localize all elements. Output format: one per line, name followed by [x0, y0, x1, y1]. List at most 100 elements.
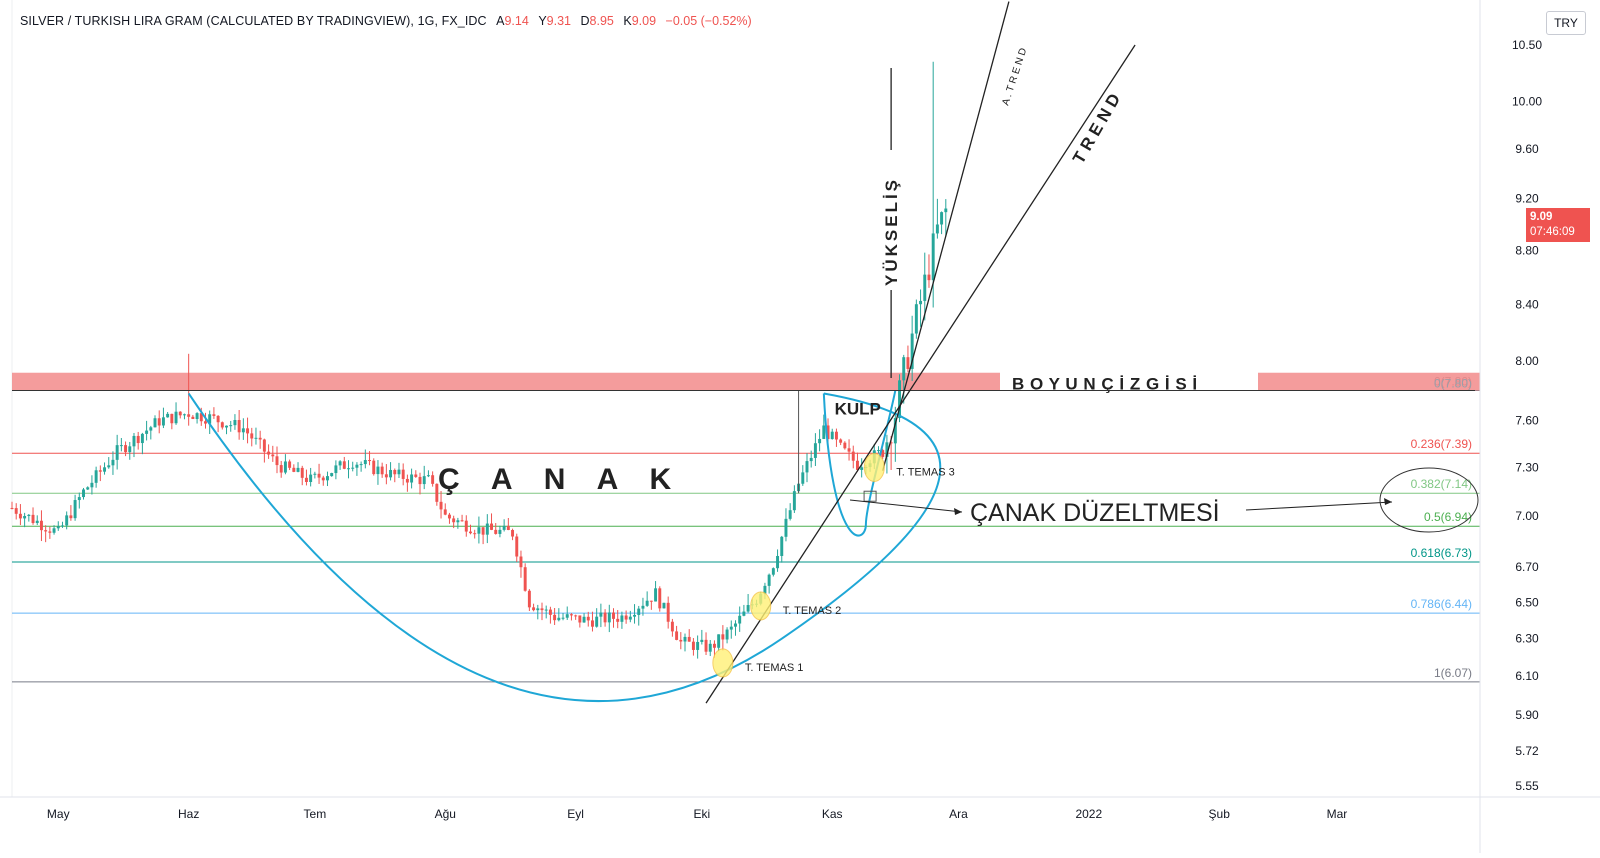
candle-body: [645, 600, 649, 606]
fib-0-band-label: 0(7.80): [1434, 376, 1472, 390]
candle-body: [317, 473, 321, 478]
candle-body: [27, 514, 31, 517]
candle-body: [178, 411, 182, 416]
candle-body: [439, 501, 443, 510]
candle-body: [830, 431, 834, 440]
candle-body: [426, 475, 430, 477]
candle-body: [691, 641, 695, 650]
candle-body: [174, 411, 178, 424]
candle-body: [767, 574, 771, 586]
candle-body: [347, 468, 350, 470]
close-label: K: [623, 14, 632, 28]
candle-body: [199, 413, 203, 422]
candle-body: [805, 461, 809, 473]
candle-body: [855, 460, 859, 470]
candle-body: [170, 413, 174, 424]
candle-body: [590, 620, 594, 627]
candle-body: [464, 520, 468, 532]
candle-body: [851, 451, 855, 461]
candle-body: [809, 457, 813, 462]
candle-body: [637, 608, 641, 615]
price-tick-label: 5.55: [1515, 779, 1539, 793]
candle-body: [56, 526, 60, 529]
candle-body: [729, 626, 733, 630]
candle-body: [569, 614, 573, 616]
candle-body: [254, 437, 258, 439]
candle-body: [136, 435, 140, 444]
candle-body: [822, 425, 826, 439]
candle-body: [52, 528, 56, 533]
candle-body: [481, 527, 485, 535]
trend-line: [705, 44, 1136, 704]
canak-label: Ç A N A K: [438, 463, 683, 496]
candle-body: [763, 585, 767, 594]
candle-body: [935, 224, 939, 234]
candle-body: [372, 460, 376, 475]
time-tick-label: Ağu: [435, 807, 456, 821]
fib-label-0.382: 0.382(7.14): [1411, 477, 1472, 491]
candle-body: [140, 433, 144, 444]
candle-body: [237, 419, 241, 433]
candle-body: [10, 507, 14, 509]
candle-body: [161, 417, 165, 426]
candle-body: [919, 300, 923, 305]
temas-1-label: T. TEMAS 1: [745, 662, 803, 674]
candle-body: [834, 431, 838, 440]
temas-2-label: T. TEMAS 2: [783, 605, 841, 617]
candle-body: [540, 608, 544, 611]
candle-body: [119, 445, 123, 447]
candle-body: [145, 430, 149, 434]
candle-body: [435, 483, 439, 502]
candle-body: [641, 605, 645, 609]
fib-label-0.786: 0.786(6.44): [1411, 597, 1472, 611]
candle-body: [485, 523, 489, 535]
candle-body: [898, 380, 902, 419]
candle-body: [69, 515, 73, 519]
candle-body: [839, 439, 843, 443]
candle-body: [746, 605, 750, 612]
candle-body: [683, 636, 687, 642]
price-tick-label: 7.30: [1515, 460, 1539, 474]
candle-body: [792, 491, 796, 511]
price-tick-label: 5.90: [1515, 708, 1539, 722]
price-tick-label: 5.72: [1515, 744, 1539, 758]
time-tick-label: Tem: [304, 807, 327, 821]
candle-body: [557, 617, 561, 621]
candle-body: [443, 509, 447, 515]
candle-body: [776, 555, 780, 569]
low-label: D: [580, 14, 590, 28]
candle-body: [721, 634, 725, 640]
canak-duzeltmesi-label: ÇANAK DÜZELTMESİ: [970, 498, 1220, 527]
candle-body: [452, 518, 456, 523]
candle-body: [405, 478, 409, 483]
candle-body: [157, 418, 161, 426]
candle-body: [115, 445, 119, 460]
candle-body: [616, 618, 620, 622]
candle-body: [780, 536, 784, 556]
candle-body: [599, 612, 603, 617]
temas-2-marker: [750, 591, 772, 621]
boyun-cizgisi-label: B O Y U N Ç İ Z G İ S İ: [1012, 374, 1198, 393]
time-tick-label: Haz: [178, 807, 199, 821]
candle-body: [195, 413, 199, 420]
candle-body: [658, 588, 662, 609]
candle-body: [288, 461, 292, 468]
candle-body: [14, 508, 18, 514]
candle-body: [279, 465, 283, 473]
candle-body: [262, 439, 266, 452]
duzeltme-arrowhead-left: [954, 508, 962, 515]
candle-body: [881, 450, 885, 457]
candle-body: [561, 617, 565, 619]
resistance-band-left: [12, 372, 1000, 391]
currency-button[interactable]: TRY: [1546, 11, 1586, 35]
candle-body: [578, 615, 582, 623]
change-value: −0.05 (−0.52%): [665, 14, 752, 28]
candle-body: [39, 520, 43, 531]
price-tick-label: 6.70: [1515, 560, 1539, 574]
candle-body: [696, 641, 700, 650]
candle-body: [313, 473, 317, 475]
candle-body: [469, 531, 472, 534]
candle-body: [422, 476, 426, 485]
